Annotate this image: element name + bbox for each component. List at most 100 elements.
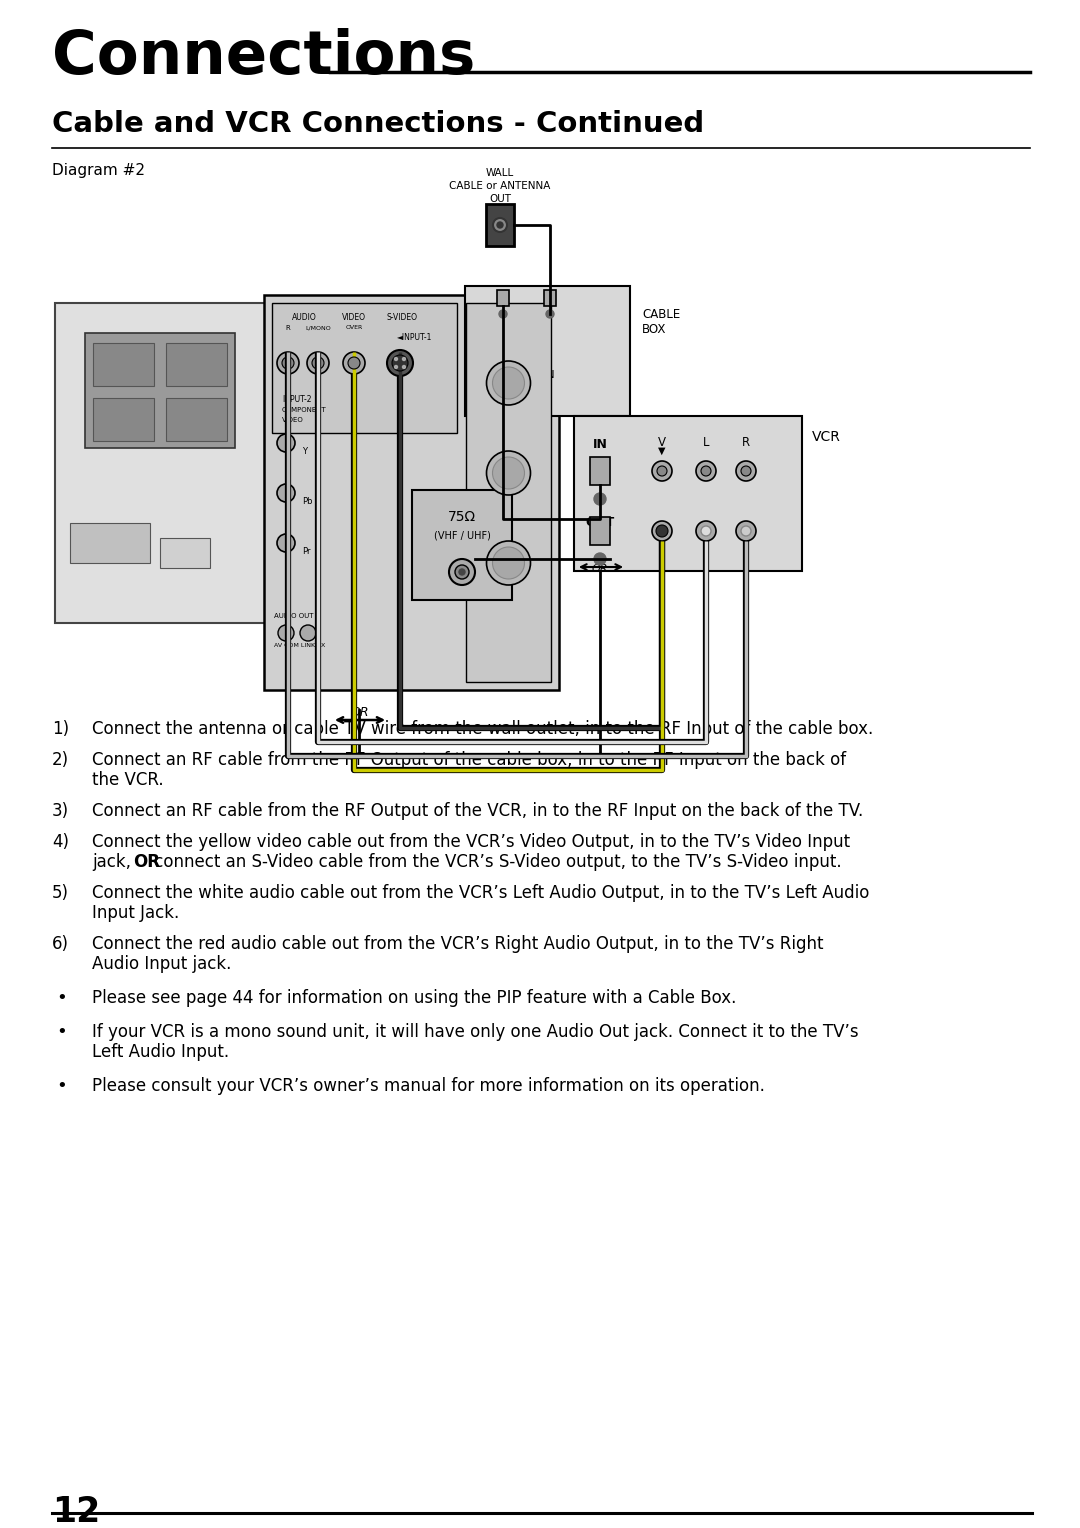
Circle shape xyxy=(735,461,756,481)
Text: Input Jack.: Input Jack. xyxy=(92,905,179,921)
Text: 5): 5) xyxy=(52,885,69,902)
Text: 75Ω: 75Ω xyxy=(448,510,476,524)
Circle shape xyxy=(403,358,405,361)
Text: IN: IN xyxy=(593,439,607,451)
Text: Pb: Pb xyxy=(302,497,312,506)
Text: •: • xyxy=(56,1024,67,1041)
Text: •: • xyxy=(56,989,67,1007)
Text: •: • xyxy=(56,1077,67,1096)
Circle shape xyxy=(486,541,530,585)
Text: CABLE
BOX: CABLE BOX xyxy=(642,309,680,336)
Circle shape xyxy=(276,484,295,503)
Text: R: R xyxy=(742,435,751,449)
Text: OR: OR xyxy=(133,853,160,871)
Text: Diagram #2: Diagram #2 xyxy=(52,163,145,177)
Circle shape xyxy=(348,358,360,368)
Circle shape xyxy=(492,219,507,232)
Bar xyxy=(497,290,509,306)
Text: Connect the antenna or cable TV wire from the wall outlet, in to the RF Input of: Connect the antenna or cable TV wire fro… xyxy=(92,720,874,738)
Text: WALL
CABLE or ANTENNA
OUT: WALL CABLE or ANTENNA OUT xyxy=(449,168,551,205)
Circle shape xyxy=(497,222,503,228)
Text: Audio Input jack.: Audio Input jack. xyxy=(92,955,231,973)
Text: connect an S-Video cable from the VCR’s S-Video output, to the TV’s S-Video inpu: connect an S-Video cable from the VCR’s … xyxy=(149,853,841,871)
Text: Y: Y xyxy=(302,448,307,455)
Bar xyxy=(465,303,551,681)
Text: Please see page 44 for information on using the PIP feature with a Cable Box.: Please see page 44 for information on us… xyxy=(92,989,737,1007)
Circle shape xyxy=(594,553,606,565)
Text: IN: IN xyxy=(544,370,556,380)
Circle shape xyxy=(492,547,525,579)
Circle shape xyxy=(394,358,397,361)
Circle shape xyxy=(652,521,672,541)
Circle shape xyxy=(276,434,295,452)
Circle shape xyxy=(492,367,525,399)
Circle shape xyxy=(656,526,669,536)
Text: jack,: jack, xyxy=(92,853,136,871)
Bar xyxy=(166,342,227,387)
Circle shape xyxy=(403,365,405,368)
Bar xyxy=(465,286,630,416)
Circle shape xyxy=(276,351,299,374)
Circle shape xyxy=(276,533,295,552)
Bar xyxy=(590,516,610,545)
Text: 12: 12 xyxy=(52,1494,100,1528)
Text: OR: OR xyxy=(592,564,608,575)
Text: Pr: Pr xyxy=(302,547,311,556)
Text: OR: OR xyxy=(351,706,369,720)
Circle shape xyxy=(546,310,554,318)
Text: VIDEO: VIDEO xyxy=(282,417,303,423)
Text: OVER: OVER xyxy=(346,325,363,330)
Circle shape xyxy=(387,350,413,376)
Circle shape xyxy=(696,461,716,481)
Text: ▼: ▼ xyxy=(658,446,665,455)
Circle shape xyxy=(394,365,397,368)
Circle shape xyxy=(696,521,716,541)
Text: COMPONENT: COMPONENT xyxy=(282,406,327,413)
Bar xyxy=(486,205,514,246)
Text: ◄INPUT-1: ◄INPUT-1 xyxy=(396,333,432,342)
Bar xyxy=(70,523,150,562)
Circle shape xyxy=(735,521,756,541)
Text: 1): 1) xyxy=(52,720,69,738)
Circle shape xyxy=(282,358,294,368)
Bar xyxy=(93,342,154,387)
Text: Left Audio Input.: Left Audio Input. xyxy=(92,1044,229,1060)
Text: INPUT-2: INPUT-2 xyxy=(282,396,311,403)
Bar xyxy=(264,295,559,691)
Text: Connect the red audio cable out from the VCR’s Right Audio Output, in to the TV’: Connect the red audio cable out from the… xyxy=(92,935,824,953)
Text: AUDIO: AUDIO xyxy=(292,313,316,322)
Text: VIDEO: VIDEO xyxy=(342,313,366,322)
Text: 6): 6) xyxy=(52,935,69,953)
Circle shape xyxy=(312,358,324,368)
Text: Please consult your VCR’s owner’s manual for more information on its operation.: Please consult your VCR’s owner’s manual… xyxy=(92,1077,765,1096)
Text: V: V xyxy=(658,435,666,449)
Bar xyxy=(55,303,280,623)
Text: L: L xyxy=(703,435,710,449)
Text: AUDIO OUT: AUDIO OUT xyxy=(274,613,313,619)
Text: Connections: Connections xyxy=(52,28,475,87)
Circle shape xyxy=(300,625,316,642)
Circle shape xyxy=(701,526,711,536)
Text: S-VIDEO: S-VIDEO xyxy=(387,313,418,322)
Circle shape xyxy=(343,351,365,374)
Circle shape xyxy=(278,625,294,642)
Text: Connect the yellow video cable out from the VCR’s Video Output, in to the TV’s V: Connect the yellow video cable out from … xyxy=(92,833,850,851)
Circle shape xyxy=(486,361,530,405)
Text: the VCR.: the VCR. xyxy=(92,772,164,788)
Text: Connect an RF cable from the RF Output of the cable box, in to the RF Input on t: Connect an RF cable from the RF Output o… xyxy=(92,750,846,769)
Text: 4): 4) xyxy=(52,833,69,851)
Circle shape xyxy=(307,351,329,374)
Text: OUT: OUT xyxy=(491,370,515,380)
Bar xyxy=(544,290,556,306)
Text: If your VCR is a mono sound unit, it will have only one Audio Out jack. Connect : If your VCR is a mono sound unit, it wil… xyxy=(92,1024,859,1041)
Text: L/MONO: L/MONO xyxy=(306,325,330,330)
Bar xyxy=(166,397,227,442)
Circle shape xyxy=(455,565,469,579)
Text: 3): 3) xyxy=(52,802,69,821)
Text: 2): 2) xyxy=(52,750,69,769)
Circle shape xyxy=(652,461,672,481)
Bar xyxy=(160,538,210,568)
Text: R: R xyxy=(285,325,291,332)
Bar xyxy=(573,416,802,571)
Bar xyxy=(411,490,512,601)
